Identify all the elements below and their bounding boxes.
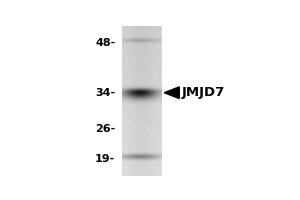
Text: 34-: 34- [95, 88, 116, 98]
Text: 19-: 19- [95, 154, 116, 164]
Text: 48-: 48- [95, 38, 116, 48]
Polygon shape [164, 87, 179, 99]
Text: 26-: 26- [95, 124, 116, 134]
Text: JMJD7: JMJD7 [182, 86, 225, 99]
